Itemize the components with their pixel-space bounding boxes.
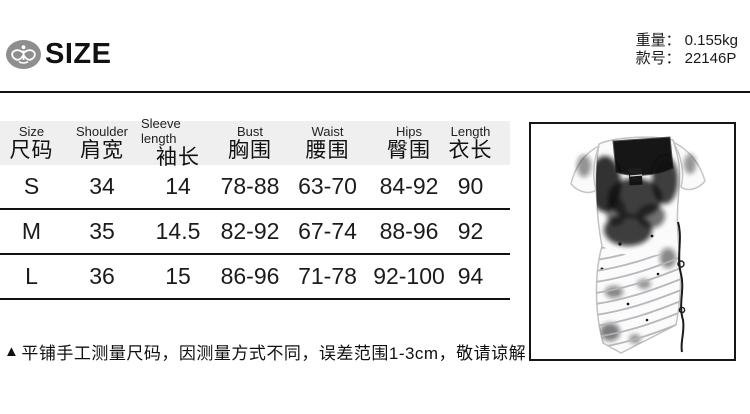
weight-label: 重量：: [635, 32, 681, 49]
column-label-en: Bust: [236, 123, 263, 139]
column-label-zh: 尺码: [9, 138, 54, 162]
column-label-en: Shoulder: [75, 123, 129, 139]
column-label-en: Waist: [311, 123, 344, 139]
column-label-zh: 衣长: [448, 138, 493, 162]
column-header-length: Length 衣长: [448, 121, 493, 165]
cell-sleeve: 14.5: [155, 218, 201, 244]
cell-length: 94: [457, 263, 484, 289]
column-label-zh: 臀围: [387, 138, 431, 162]
column-label-zh: 肩宽: [80, 138, 124, 162]
column-header-size: Size 尺码: [0, 121, 63, 165]
brand: SIZE: [5, 38, 111, 71]
column-label-zh: 腰围: [305, 138, 350, 162]
cell-waist: 63-70: [298, 173, 357, 199]
column-header-waist: Waist 腰围: [285, 121, 370, 165]
table-row-m: M 35 14.5 82-92 67-74 88-96 92: [0, 210, 510, 255]
cell-shoulder: 34: [89, 173, 115, 199]
product-image-frame: [529, 122, 736, 361]
measurement-note: ▲ 平铺手工测量尺码，因测量方式不同，误差范围1-3cm，敬请谅解: [4, 339, 526, 364]
cell-shoulder: 35: [89, 218, 115, 244]
cell-bust: 86-96: [220, 263, 280, 289]
cell-size: M: [21, 218, 42, 244]
column-header-shoulder: Shoulder 肩宽: [63, 121, 141, 165]
triangle-icon: ▲: [4, 343, 20, 360]
product-meta: 重量： 0.155kg 款号： 22146P: [636, 32, 738, 67]
cell-sleeve: 14: [165, 173, 191, 199]
tie-dye-dress-illustration: [569, 136, 706, 354]
cell-shoulder: 36: [89, 263, 115, 289]
header-divider: [0, 91, 750, 93]
cell-bust: 78-88: [220, 173, 280, 199]
cell-sleeve: 15: [165, 263, 191, 289]
cell-waist: 67-74: [298, 218, 357, 244]
style-number-value: 22146P: [684, 50, 737, 67]
cell-waist: 71-78: [298, 263, 357, 289]
column-header-bust: Bust 胸围: [215, 121, 285, 165]
cell-length: 92: [457, 218, 484, 244]
cell-size: L: [25, 263, 38, 289]
page-title: SIZE: [45, 38, 112, 70]
table-row-l: L 36 15 86-96 71-78 92-100 94: [0, 255, 510, 300]
column-label-zh: 胸围: [228, 138, 272, 162]
cell-length: 90: [457, 173, 484, 199]
table-row-s: S 34 14 78-88 63-70 84-92 90: [0, 165, 510, 210]
column-label-en: Size: [18, 123, 45, 139]
brand-flourish-icon: [6, 40, 41, 69]
column-label-en: Length: [450, 123, 491, 139]
size-table-header: Size 尺码 Shoulder 肩宽 Sleeve length 袖长 Bus…: [0, 116, 510, 169]
cell-size: S: [23, 173, 40, 199]
cell-hips: 92-100: [373, 263, 445, 289]
column-label-zh: 袖长: [156, 146, 200, 169]
cell-hips: 88-96: [379, 218, 439, 244]
column-header-hips: Hips 臀围: [370, 121, 448, 165]
style-number-label: 款号：: [635, 50, 681, 67]
column-header-sleeve-length: Sleeve length 袖长: [141, 116, 215, 169]
column-label-en: Sleeve length: [141, 116, 181, 146]
cell-hips: 84-92: [379, 173, 439, 199]
size-table: Size 尺码 Shoulder 肩宽 Sleeve length 袖长 Bus…: [0, 116, 510, 300]
measurement-note-text: 平铺手工测量尺码，因测量方式不同，误差范围1-3cm，敬请谅解: [21, 344, 527, 363]
column-label-en: Hips: [395, 123, 422, 139]
cell-bust: 82-92: [220, 218, 280, 244]
weight-value: 0.155kg: [684, 32, 738, 49]
